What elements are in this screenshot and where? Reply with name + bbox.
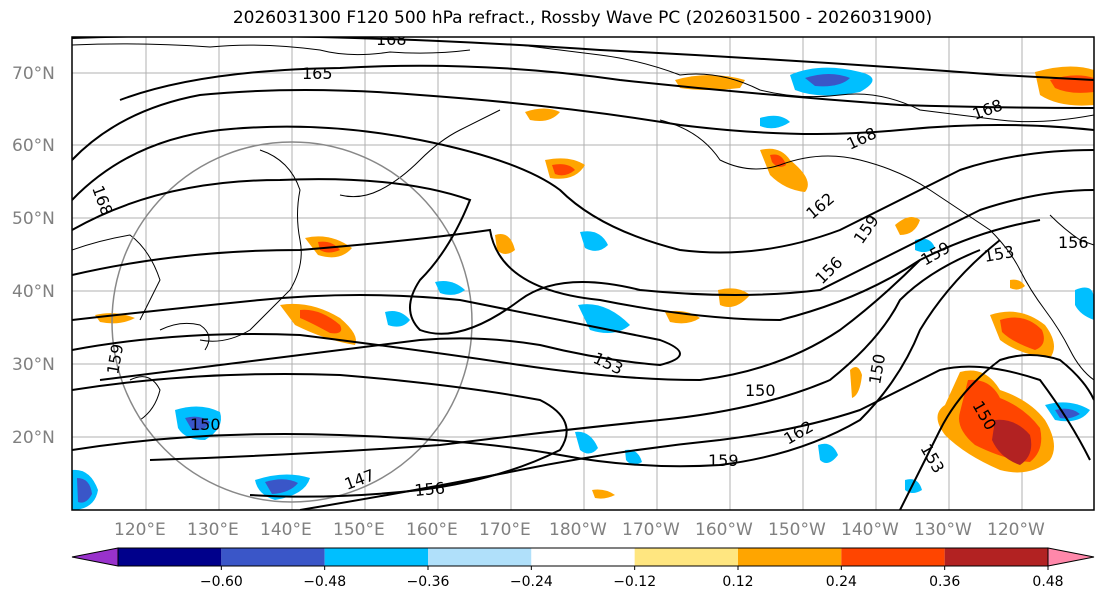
lon-label: 140°E xyxy=(260,520,312,540)
lat-label: 70°N xyxy=(12,64,55,84)
coastlines xyxy=(72,43,1094,421)
lon-label: 130°W xyxy=(914,520,972,540)
lon-label: 140°W xyxy=(841,520,899,540)
radius-circle xyxy=(111,141,473,503)
lon-label: 130°E xyxy=(187,520,239,540)
colorbar-frame xyxy=(117,547,1049,567)
shaded-anomaly-field xyxy=(72,66,1094,510)
colorbar-tick-label: −0.60 xyxy=(200,574,243,590)
contour-label: 159 xyxy=(708,451,739,470)
lat-label: 50°N xyxy=(12,209,55,229)
colorbar-tick-label: −0.12 xyxy=(613,574,656,590)
lon-label: 170°E xyxy=(479,520,531,540)
colorbar-tick-label: 0.48 xyxy=(1032,574,1063,590)
contour-label: 168 xyxy=(376,30,407,49)
contour-label: 156 xyxy=(1058,233,1089,252)
contour-label-group: 168 165 168 168 168 162 159 156 159 153 … xyxy=(88,30,1089,500)
colorbar-swatch xyxy=(221,548,325,566)
colorbar-swatch xyxy=(738,548,842,566)
colorbar-tick-label: 0.36 xyxy=(929,574,960,590)
contour-label: 150 xyxy=(190,415,221,434)
colorbar-tick-label: 0.24 xyxy=(826,574,857,590)
lat-label: 20°N xyxy=(12,428,55,448)
colorbar-swatch xyxy=(118,548,222,566)
contour-lines xyxy=(72,37,1094,510)
map-background xyxy=(72,37,1094,510)
colorbar: −0.60 −0.48 −0.36 −0.24 −0.12 0.12 0.24 0.36 0.4… xyxy=(71,547,1095,590)
colorbar-swatch xyxy=(634,548,738,566)
contour-label: 156 xyxy=(414,478,446,500)
colorbar-tick-label: −0.48 xyxy=(303,574,346,590)
lon-label: 180°W xyxy=(549,520,607,540)
contour-label: 150 xyxy=(745,381,776,400)
lat-label: 60°N xyxy=(12,136,55,156)
map-title: 2026031300 F120 500 hPa refract., Rossby… xyxy=(232,8,933,28)
lon-label: 120°E xyxy=(114,520,166,540)
lon-label: 120°W xyxy=(987,520,1045,540)
colorbar-extend-low xyxy=(71,547,119,567)
colorbar-tick-label: −0.36 xyxy=(407,574,450,590)
colorbar-swatch xyxy=(841,548,945,566)
lon-label: 160°E xyxy=(406,520,458,540)
latitude-labels: 70°N 60°N 50°N 40°N 30°N 20°N xyxy=(12,64,55,448)
lon-label: 150°W xyxy=(768,520,826,540)
colorbar-swatch xyxy=(428,548,532,566)
lat-label: 40°N xyxy=(12,282,55,302)
colorbar-tick-label: −0.24 xyxy=(510,574,553,590)
colorbar-swatch xyxy=(944,548,1048,566)
lat-label: 30°N xyxy=(12,355,55,375)
colorbar-swatch xyxy=(531,548,635,566)
map-frame xyxy=(71,36,1095,511)
lon-label: 150°E xyxy=(333,520,385,540)
lon-label: 160°W xyxy=(695,520,753,540)
longitude-labels: 120°E 130°E 140°E 150°E 160°E 170°E 180°… xyxy=(114,520,1045,540)
colorbar-tick-label: 0.12 xyxy=(722,574,753,590)
lon-label: 170°W xyxy=(622,520,680,540)
contour-label: 165 xyxy=(302,64,333,83)
colorbar-extend-high xyxy=(1047,547,1095,567)
colorbar-swatch xyxy=(324,548,428,566)
